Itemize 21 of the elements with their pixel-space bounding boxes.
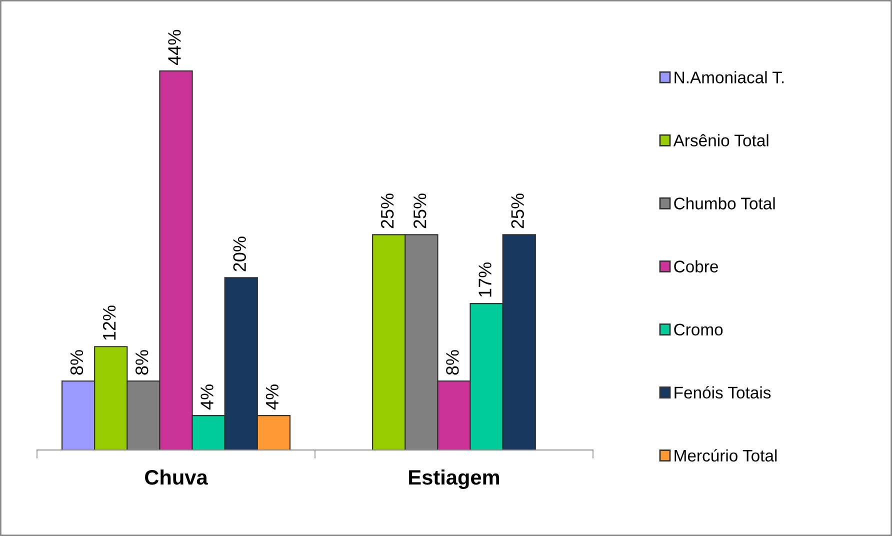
data-label: 8% [70, 350, 84, 375]
data-label: 8% [135, 350, 148, 375]
legend-label: Chumbo Total [674, 197, 775, 210]
data-label: 25% [413, 194, 426, 228]
x-tick-label: Chuva [145, 469, 208, 485]
legend-label: N.Amoniacal T. [674, 71, 784, 84]
data-label: 4% [200, 384, 214, 410]
legend-label: Mercúrio Total [674, 449, 777, 462]
data-label: 20% [233, 236, 246, 272]
legend-label: Cromo [674, 324, 723, 336]
x-tick-label: Estiagem [409, 469, 500, 489]
data-label: 44% [168, 30, 181, 65]
data-label: 25% [511, 194, 524, 228]
data-label: 12% [102, 306, 116, 340]
data-label: 25% [380, 194, 394, 228]
legend-label: Fenóis Totais [674, 386, 771, 399]
legend-label: Arsênio Total [673, 134, 768, 146]
data-label: 8% [446, 350, 459, 375]
data-label: 17% [478, 262, 492, 297]
data-label: 4% [266, 384, 278, 410]
legend-label: Cobre [674, 260, 718, 272]
